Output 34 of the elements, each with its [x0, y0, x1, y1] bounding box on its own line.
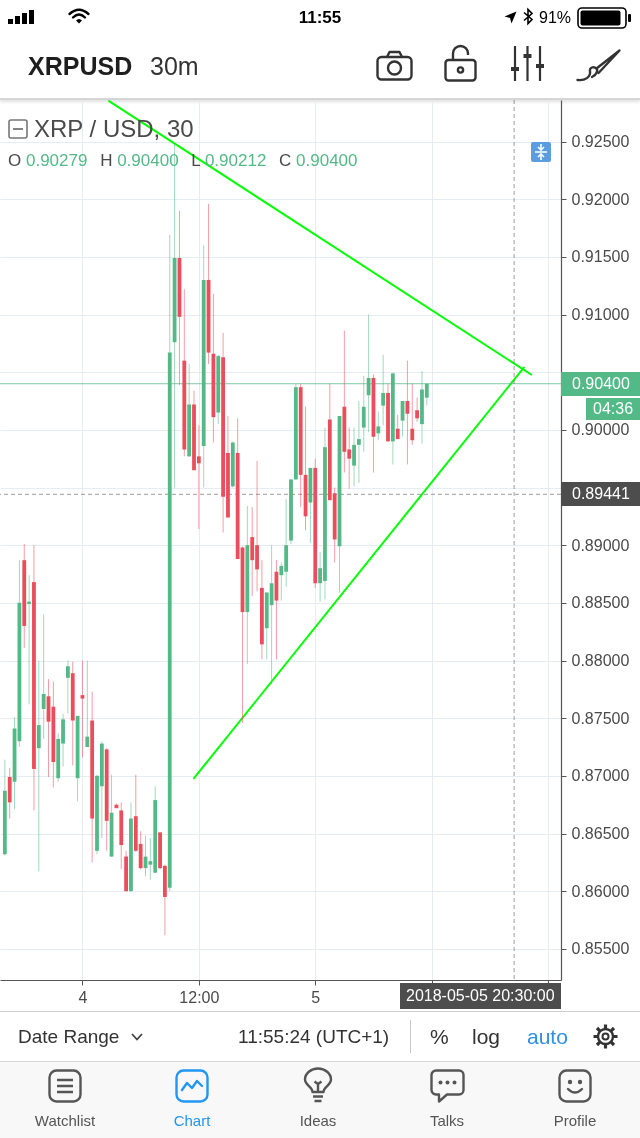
- y-tick-label: 0.91000: [571, 306, 630, 324]
- text: auto: [527, 1025, 568, 1048]
- text: 11:55: [298, 8, 342, 27]
- y-tick-label: 0.86500: [571, 825, 630, 843]
- text: 04:36: [586, 397, 640, 420]
- y-tick-label: 0.91500: [571, 248, 630, 266]
- text: 91%: [539, 9, 572, 26]
- y-tick-label: 0.88000: [571, 652, 630, 670]
- text: Ideas: [299, 1112, 337, 1129]
- text: Chart: [173, 1112, 211, 1129]
- text: %: [430, 1025, 449, 1048]
- y-tick-label: 0.88500: [571, 594, 630, 612]
- y-tick-label: 0.92500: [571, 133, 630, 151]
- text: Profile: [553, 1112, 597, 1129]
- x-tick-label: 12:00: [179, 988, 220, 1006]
- text: Date Range: [18, 1026, 120, 1047]
- y-tick-label: 0.85500: [571, 940, 630, 958]
- y-tick-label: 0.86000: [571, 882, 630, 900]
- y-tick-label: 0.87500: [571, 709, 630, 727]
- text: XRPUSD: [28, 52, 133, 80]
- x-tick-label: 5: [311, 988, 321, 1006]
- text: 11:55:24 (UTC+1): [238, 1026, 390, 1047]
- text: Watchlist: [34, 1112, 96, 1129]
- ref-line-label: 2018-05-05 20:30:00: [400, 983, 561, 1009]
- y-tick-label: 0.92000: [571, 190, 630, 208]
- ref-line-label: 0.90400: [561, 371, 640, 396]
- y-tick-label: 0.87000: [571, 767, 630, 785]
- y-tick-label: 0.90000: [571, 421, 630, 439]
- text: log: [472, 1025, 501, 1048]
- x-tick-label: 4: [78, 988, 88, 1006]
- text: Talks: [429, 1112, 465, 1129]
- text: 30m: [150, 52, 199, 80]
- ref-line-label: 0.89441: [561, 482, 640, 507]
- y-tick-label: 0.89000: [571, 536, 630, 554]
